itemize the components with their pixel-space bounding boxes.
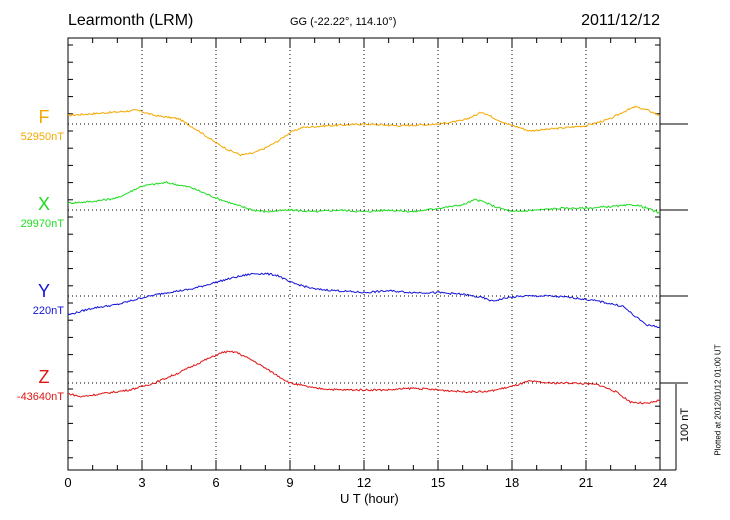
series-baseline-y: 220nT xyxy=(32,305,64,317)
series-label-y: Y xyxy=(37,281,50,301)
chart-date: 2011/12/12 xyxy=(581,12,660,29)
x-tick-label-9: 9 xyxy=(286,475,293,490)
station-coordinates: GG (-22.22°, 114.10°) xyxy=(290,16,397,28)
x-axis-label: U T (hour) xyxy=(340,491,399,506)
series-baseline-z: -43640nT xyxy=(16,391,64,403)
x-tick-label-0: 0 xyxy=(64,475,71,490)
x-tick-label-24: 24 xyxy=(653,475,667,490)
x-tick-label-15: 15 xyxy=(431,475,445,490)
x-tick-label-12: 12 xyxy=(357,475,371,490)
series-line-f xyxy=(67,105,661,157)
chart-title: Learmonth (LRM) xyxy=(68,12,194,29)
series-baseline-x: 29970nT xyxy=(20,218,64,230)
series-label-f: F xyxy=(38,107,50,127)
scale-bar-label: 100 nT xyxy=(679,407,691,443)
series-baseline-f: 52950nT xyxy=(20,131,64,143)
x-tick-label-3: 3 xyxy=(138,475,145,490)
series-line-x xyxy=(67,180,660,214)
x-tick-label-6: 6 xyxy=(212,475,219,490)
series-line-z xyxy=(67,350,661,405)
series-line-y xyxy=(67,272,661,328)
x-tick-label-18: 18 xyxy=(505,475,519,490)
series-label-x: X xyxy=(37,194,50,214)
plotted-timestamp: Plotted at 2012/01/12 01:00 UT xyxy=(713,344,723,456)
x-tick-label-21: 21 xyxy=(579,475,593,490)
series-label-z: Z xyxy=(38,367,50,387)
